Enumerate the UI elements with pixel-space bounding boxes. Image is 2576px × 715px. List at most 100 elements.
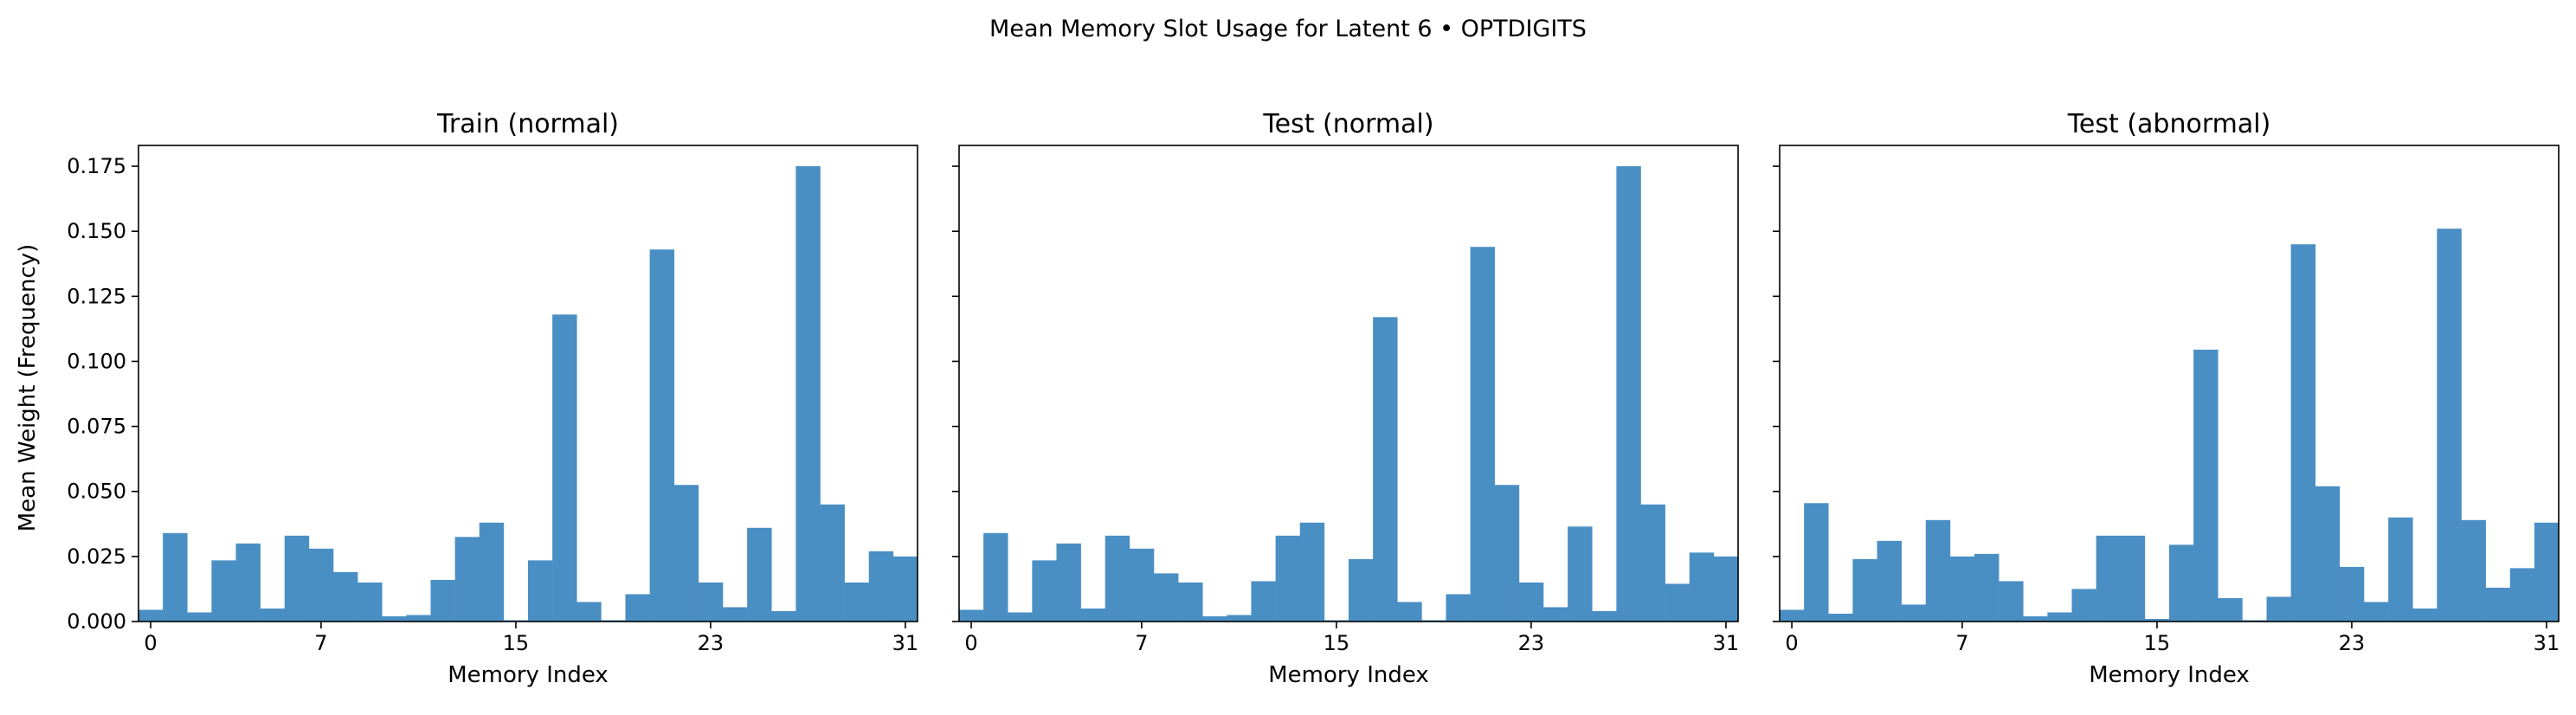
bar-slot-21 [2290,244,2316,622]
bar-slot-10 [1202,615,1227,622]
bar-slot-26 [771,610,796,622]
x-tick-label: 7 [314,631,327,655]
bar-slot-30 [868,551,894,622]
bar-slot-5 [260,608,286,622]
y-tick-label: 0.000 [67,609,126,634]
bar-slot-29 [1665,583,1690,622]
bar-slot-17 [552,314,577,622]
bar-slot-2 [1828,613,1853,622]
y-tick-label: 0.025 [67,544,126,569]
bar-slot-20 [1446,594,1471,622]
y-tick-label: 0.075 [67,415,126,439]
bar-slot-1 [1804,503,1829,622]
y-tick-label: 0.175 [67,154,126,178]
y-tick-label: 0.100 [67,349,126,373]
chart-panel-2: 0 7 15 23 31 Test (normal) Memory Index [952,109,1739,688]
bar-slot-10 [2023,615,2048,622]
bar-slot-17 [1373,317,1398,622]
x-tick-label: 23 [1518,631,1545,655]
bar-slot-5 [1901,604,1927,622]
bar-slot-24 [723,607,748,622]
bar-slot-25 [1568,526,1593,622]
bar-slot-8 [1974,553,2000,622]
x-tick-label: 0 [964,631,977,655]
bar-slot-29 [844,582,870,622]
bar-slot-31 [892,556,918,622]
x-tick-label: 31 [1713,631,1740,655]
bar-slot-5 [1080,608,1106,622]
bar-slot-6 [1104,535,1130,622]
bar-slot-18 [576,602,602,622]
bar-slot-3 [1032,560,1057,622]
axes-frame [1779,145,2560,622]
bar-slot-16 [1349,558,1374,622]
x-tick-label: 31 [2534,631,2560,655]
bar-slot-14 [2120,535,2146,622]
bar-slot-4 [1877,540,1902,622]
x-tick-label: 0 [1785,631,1798,655]
y-tick-label: 0.125 [67,284,126,308]
bar-slot-7 [1949,556,1975,622]
bar-slot-9 [1999,581,2024,622]
bar-slot-17 [2193,349,2219,622]
bar-slot-29 [2485,587,2511,622]
bar-slot-2 [187,612,212,622]
bar-slot-25 [2388,517,2413,622]
bar-slot-0 [138,609,164,622]
bar-slot-13 [2096,535,2122,622]
bar-slot-20 [625,594,650,622]
bar-slot-21 [1470,247,1496,622]
bar-slot-23 [2339,566,2365,622]
bar-slot-2 [1008,612,1033,622]
bar-slot-26 [2412,608,2438,622]
bar-slot-31 [1713,556,1739,622]
bar-slot-1 [163,532,188,622]
bar-slot-13 [454,537,480,622]
bar-slot-15 [2144,618,2170,622]
bar-slot-12 [2071,589,2096,622]
x-axis-label: Memory Index [2089,662,2250,688]
y-tick-label: 0.150 [67,219,126,243]
x-tick-label: 31 [892,631,919,655]
bar-slot-4 [235,543,261,622]
bar-slot-6 [1925,519,1951,622]
y-tick-label: 0.050 [67,480,126,504]
bar-slot-28 [820,504,845,622]
bar-slot-12 [430,579,455,622]
bar-slot-25 [747,527,772,622]
chart-title: Train (normal) [436,109,619,139]
bar-slot-13 [1275,535,1301,622]
bar-slot-16 [528,560,553,622]
bar-slot-11 [406,615,431,622]
chart-panel-3: 0 7 15 23 31 Test (abnormal) Memory Index [1773,109,2560,688]
x-tick-label: 15 [2144,631,2171,655]
bar-slot-7 [1129,548,1155,622]
bar-slot-27 [1616,166,1641,622]
bar-slot-22 [673,485,699,622]
chart-title: Test (normal) [1262,109,1433,139]
bar-slot-27 [795,166,821,622]
bar-slot-0 [1780,609,1805,622]
x-tick-label: 23 [2339,631,2366,655]
x-tick-label: 15 [503,631,530,655]
bar-slot-26 [1592,610,1617,622]
x-axis-label: Memory Index [448,662,609,688]
chart-panel-1: 0 7 15 23 31 0.000 0.025 0.050 0.075 0.100 0.125 0.… [15,109,918,688]
x-tick-label: 7 [1955,631,1968,655]
bar-slot-14 [1299,522,1325,622]
bar-slot-22 [2315,486,2341,622]
x-tick-label: 23 [698,631,724,655]
x-axis-label: Memory Index [1268,662,1429,688]
bar-slot-31 [2534,522,2560,622]
bar-slot-30 [2509,568,2535,622]
bar-slot-6 [284,535,310,622]
bar-slot-21 [649,249,675,622]
figure-title: Mean Memory Slot Usage for Latent 6 • OP… [989,16,1587,42]
bar-slot-8 [1154,573,1179,622]
y-axis-label: Mean Weight (Frequency) [15,244,41,532]
bar-slot-23 [1518,582,1544,622]
chart-title: Test (abnormal) [2067,109,2271,139]
bar-slot-3 [211,560,236,622]
bar-slot-28 [2461,519,2486,622]
